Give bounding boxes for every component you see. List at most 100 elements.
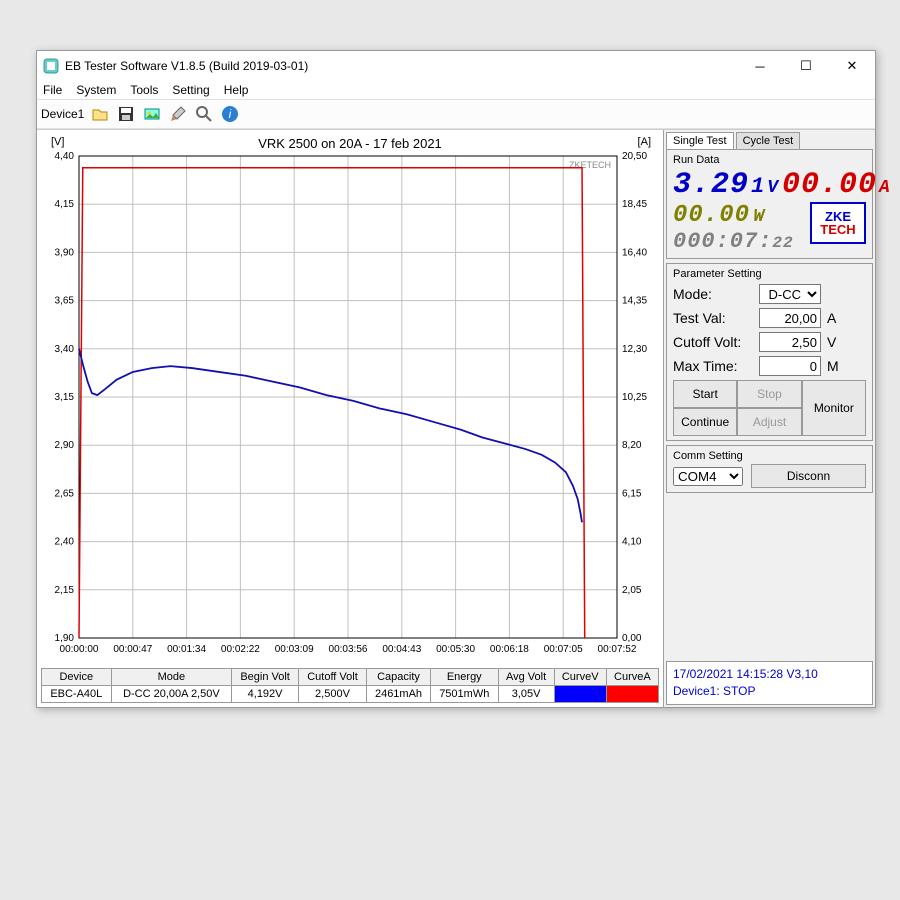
logo-line2: TECH [820, 223, 855, 236]
maxtime-label: Max Time: [673, 358, 759, 374]
col-cutoff-volt: Cutoff Volt [299, 669, 367, 686]
continue-button[interactable]: Continue [673, 408, 737, 436]
col-begin-volt: Begin Volt [232, 669, 299, 686]
param-title: Parameter Setting [673, 268, 866, 280]
comm-panel: Comm Setting COM4 Disconn [666, 445, 873, 493]
col-energy: Energy [431, 669, 499, 686]
menu-tools[interactable]: Tools [130, 83, 158, 97]
cutoff-label: Cutoff Volt: [673, 334, 759, 350]
svg-text:3,65: 3,65 [55, 296, 75, 307]
cutoff-unit: V [827, 334, 836, 350]
table-row: EBC-A40L D-CC 20,00A 2,50V 4,192V 2,500V… [42, 686, 659, 703]
start-button[interactable]: Start [673, 380, 737, 408]
disconnect-button[interactable]: Disconn [751, 464, 866, 488]
cell-curvea [606, 686, 658, 703]
svg-text:0,00: 0,00 [622, 633, 642, 644]
cell-curvev [554, 686, 606, 703]
app-window: EB Tester Software V1.8.5 (Build 2019-03… [36, 50, 876, 708]
menu-help[interactable]: Help [224, 83, 249, 97]
tools-icon[interactable] [166, 102, 190, 126]
search-icon[interactable] [192, 102, 216, 126]
svg-text:4,15: 4,15 [55, 199, 75, 210]
testval-input[interactable] [759, 308, 821, 328]
svg-text:00:03:56: 00:03:56 [329, 644, 368, 655]
tabs: Single Test Cycle Test [664, 130, 875, 149]
svg-text:2,40: 2,40 [55, 537, 75, 548]
parameter-panel: Parameter Setting Mode: D-CC Test Val: A… [666, 263, 873, 441]
svg-text:14,35: 14,35 [622, 296, 647, 307]
run-data-panel: Run Data 3.29 1 V 00.00 A 00.00 W [666, 149, 873, 259]
svg-text:3,15: 3,15 [55, 392, 75, 403]
chart-container: [V] VRK 2500 on 20A - 17 feb 2021 [A] 4,… [41, 134, 659, 664]
cell-device: EBC-A40L [42, 686, 112, 703]
cutoff-input[interactable] [759, 332, 821, 352]
data-table: DeviceModeBegin VoltCutoff VoltCapacityE… [41, 668, 659, 703]
status-line1: 17/02/2021 14:15:28 V3,10 [673, 666, 866, 683]
svg-text:00:07:05: 00:07:05 [544, 644, 583, 655]
save-icon[interactable] [114, 102, 138, 126]
col-avg-volt: Avg Volt [498, 669, 554, 686]
svg-text:6,15: 6,15 [622, 488, 642, 499]
svg-text:00:03:09: 00:03:09 [275, 644, 314, 655]
menu-setting[interactable]: Setting [172, 83, 209, 97]
col-mode: Mode [111, 669, 232, 686]
mode-select[interactable]: D-CC [759, 284, 821, 304]
maxtime-input[interactable] [759, 356, 821, 376]
stop-button[interactable]: Stop [737, 380, 801, 408]
tab-single-test[interactable]: Single Test [666, 132, 734, 149]
menu-file[interactable]: File [43, 83, 62, 97]
svg-text:3,90: 3,90 [55, 247, 75, 258]
monitor-button[interactable]: Monitor [802, 380, 866, 436]
left-pane: [V] VRK 2500 on 20A - 17 feb 2021 [A] 4,… [37, 130, 663, 707]
status-line2: Device1: STOP [673, 683, 866, 700]
run-data-title: Run Data [673, 154, 866, 166]
svg-text:2,90: 2,90 [55, 440, 75, 451]
svg-text:00:05:30: 00:05:30 [436, 644, 475, 655]
maximize-button[interactable]: ☐ [783, 51, 829, 81]
comm-title: Comm Setting [673, 450, 866, 462]
menubar: File System Tools Setting Help [37, 81, 875, 99]
cell-avg: 3,05V [498, 686, 554, 703]
info-icon[interactable]: i [218, 102, 242, 126]
svg-text:00:06:18: 00:06:18 [490, 644, 529, 655]
chart-title: VRK 2500 on 20A - 17 feb 2021 [41, 136, 659, 151]
menu-system[interactable]: System [76, 83, 116, 97]
svg-text:4,40: 4,40 [55, 151, 75, 162]
col-curvea: CurveA [606, 669, 658, 686]
svg-text:18,45: 18,45 [622, 199, 647, 210]
maxtime-unit: M [827, 358, 839, 374]
power-value: 00.00 [673, 202, 750, 229]
time-sec: 22 [772, 234, 793, 252]
param-buttons: Start Stop Monitor Continue Adjust [673, 380, 866, 436]
adjust-button[interactable]: Adjust [737, 408, 801, 436]
testval-unit: A [827, 310, 836, 326]
device-label: Device1 [41, 107, 84, 121]
svg-text:3,40: 3,40 [55, 344, 75, 355]
status-box: 17/02/2021 14:15:28 V3,10 Device1: STOP [666, 661, 873, 705]
tab-cycle-test[interactable]: Cycle Test [736, 132, 801, 149]
svg-text:00:01:34: 00:01:34 [167, 644, 206, 655]
time-value: 000:07: [673, 229, 772, 254]
current-unit: A [879, 178, 890, 198]
window-controls: ─ ☐ ✕ [737, 51, 875, 81]
close-button[interactable]: ✕ [829, 51, 875, 81]
toolbar: Device1 i [37, 99, 875, 129]
svg-text:00:04:43: 00:04:43 [382, 644, 421, 655]
voltage-decimal: 1 [751, 174, 765, 199]
svg-text:2,15: 2,15 [55, 585, 75, 596]
svg-text:00:00:00: 00:00:00 [60, 644, 99, 655]
svg-text:2,05: 2,05 [622, 585, 642, 596]
open-icon[interactable] [88, 102, 112, 126]
voltage-value: 3.29 [673, 168, 749, 202]
cell-begin: 4,192V [232, 686, 299, 703]
svg-text:8,20: 8,20 [622, 440, 642, 451]
titlebar: EB Tester Software V1.8.5 (Build 2019-03… [37, 51, 875, 81]
comm-port-select[interactable]: COM4 [673, 467, 743, 486]
current-value: 00.00 [782, 168, 877, 202]
main-area: [V] VRK 2500 on 20A - 17 feb 2021 [A] 4,… [37, 129, 875, 707]
zketech-logo: ZKE TECH [810, 202, 866, 244]
minimize-button[interactable]: ─ [737, 51, 783, 81]
image-icon[interactable] [140, 102, 164, 126]
svg-text:00:02:22: 00:02:22 [221, 644, 260, 655]
svg-text:2,65: 2,65 [55, 488, 75, 499]
